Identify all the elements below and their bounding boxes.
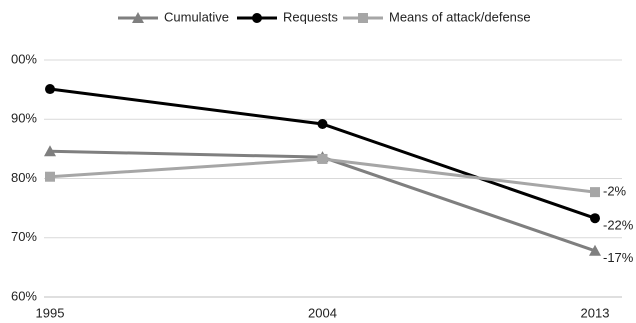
legend-marker [252,13,262,23]
y-tick-label: 00% [11,51,37,66]
x-tick-label: 1995 [36,305,65,320]
x-tick-label: 2004 [308,305,337,320]
data-point [45,171,55,182]
data-point [590,213,600,224]
y-tick-label: 80% [11,170,37,185]
legend-label: Cumulative [164,9,229,24]
legend-marker [132,12,144,23]
series-line [49,149,596,253]
y-tick-label: 90% [11,111,37,126]
data-point [317,153,328,164]
y-tick-label: 70% [11,229,37,244]
legend-marker [358,13,368,23]
data-point [317,118,328,129]
end-label: -22% [603,218,634,233]
legend-label: Requests [283,9,338,24]
data-point [45,84,55,95]
legend-label: Means of attack/defense [389,9,531,24]
y-tick-label: 60% [11,288,37,303]
data-point [44,145,56,157]
end-label: -2% [603,184,627,199]
end-label: -17% [603,250,634,265]
data-point [590,187,600,198]
data-point [589,244,601,256]
x-tick-label: 2013 [581,305,610,320]
